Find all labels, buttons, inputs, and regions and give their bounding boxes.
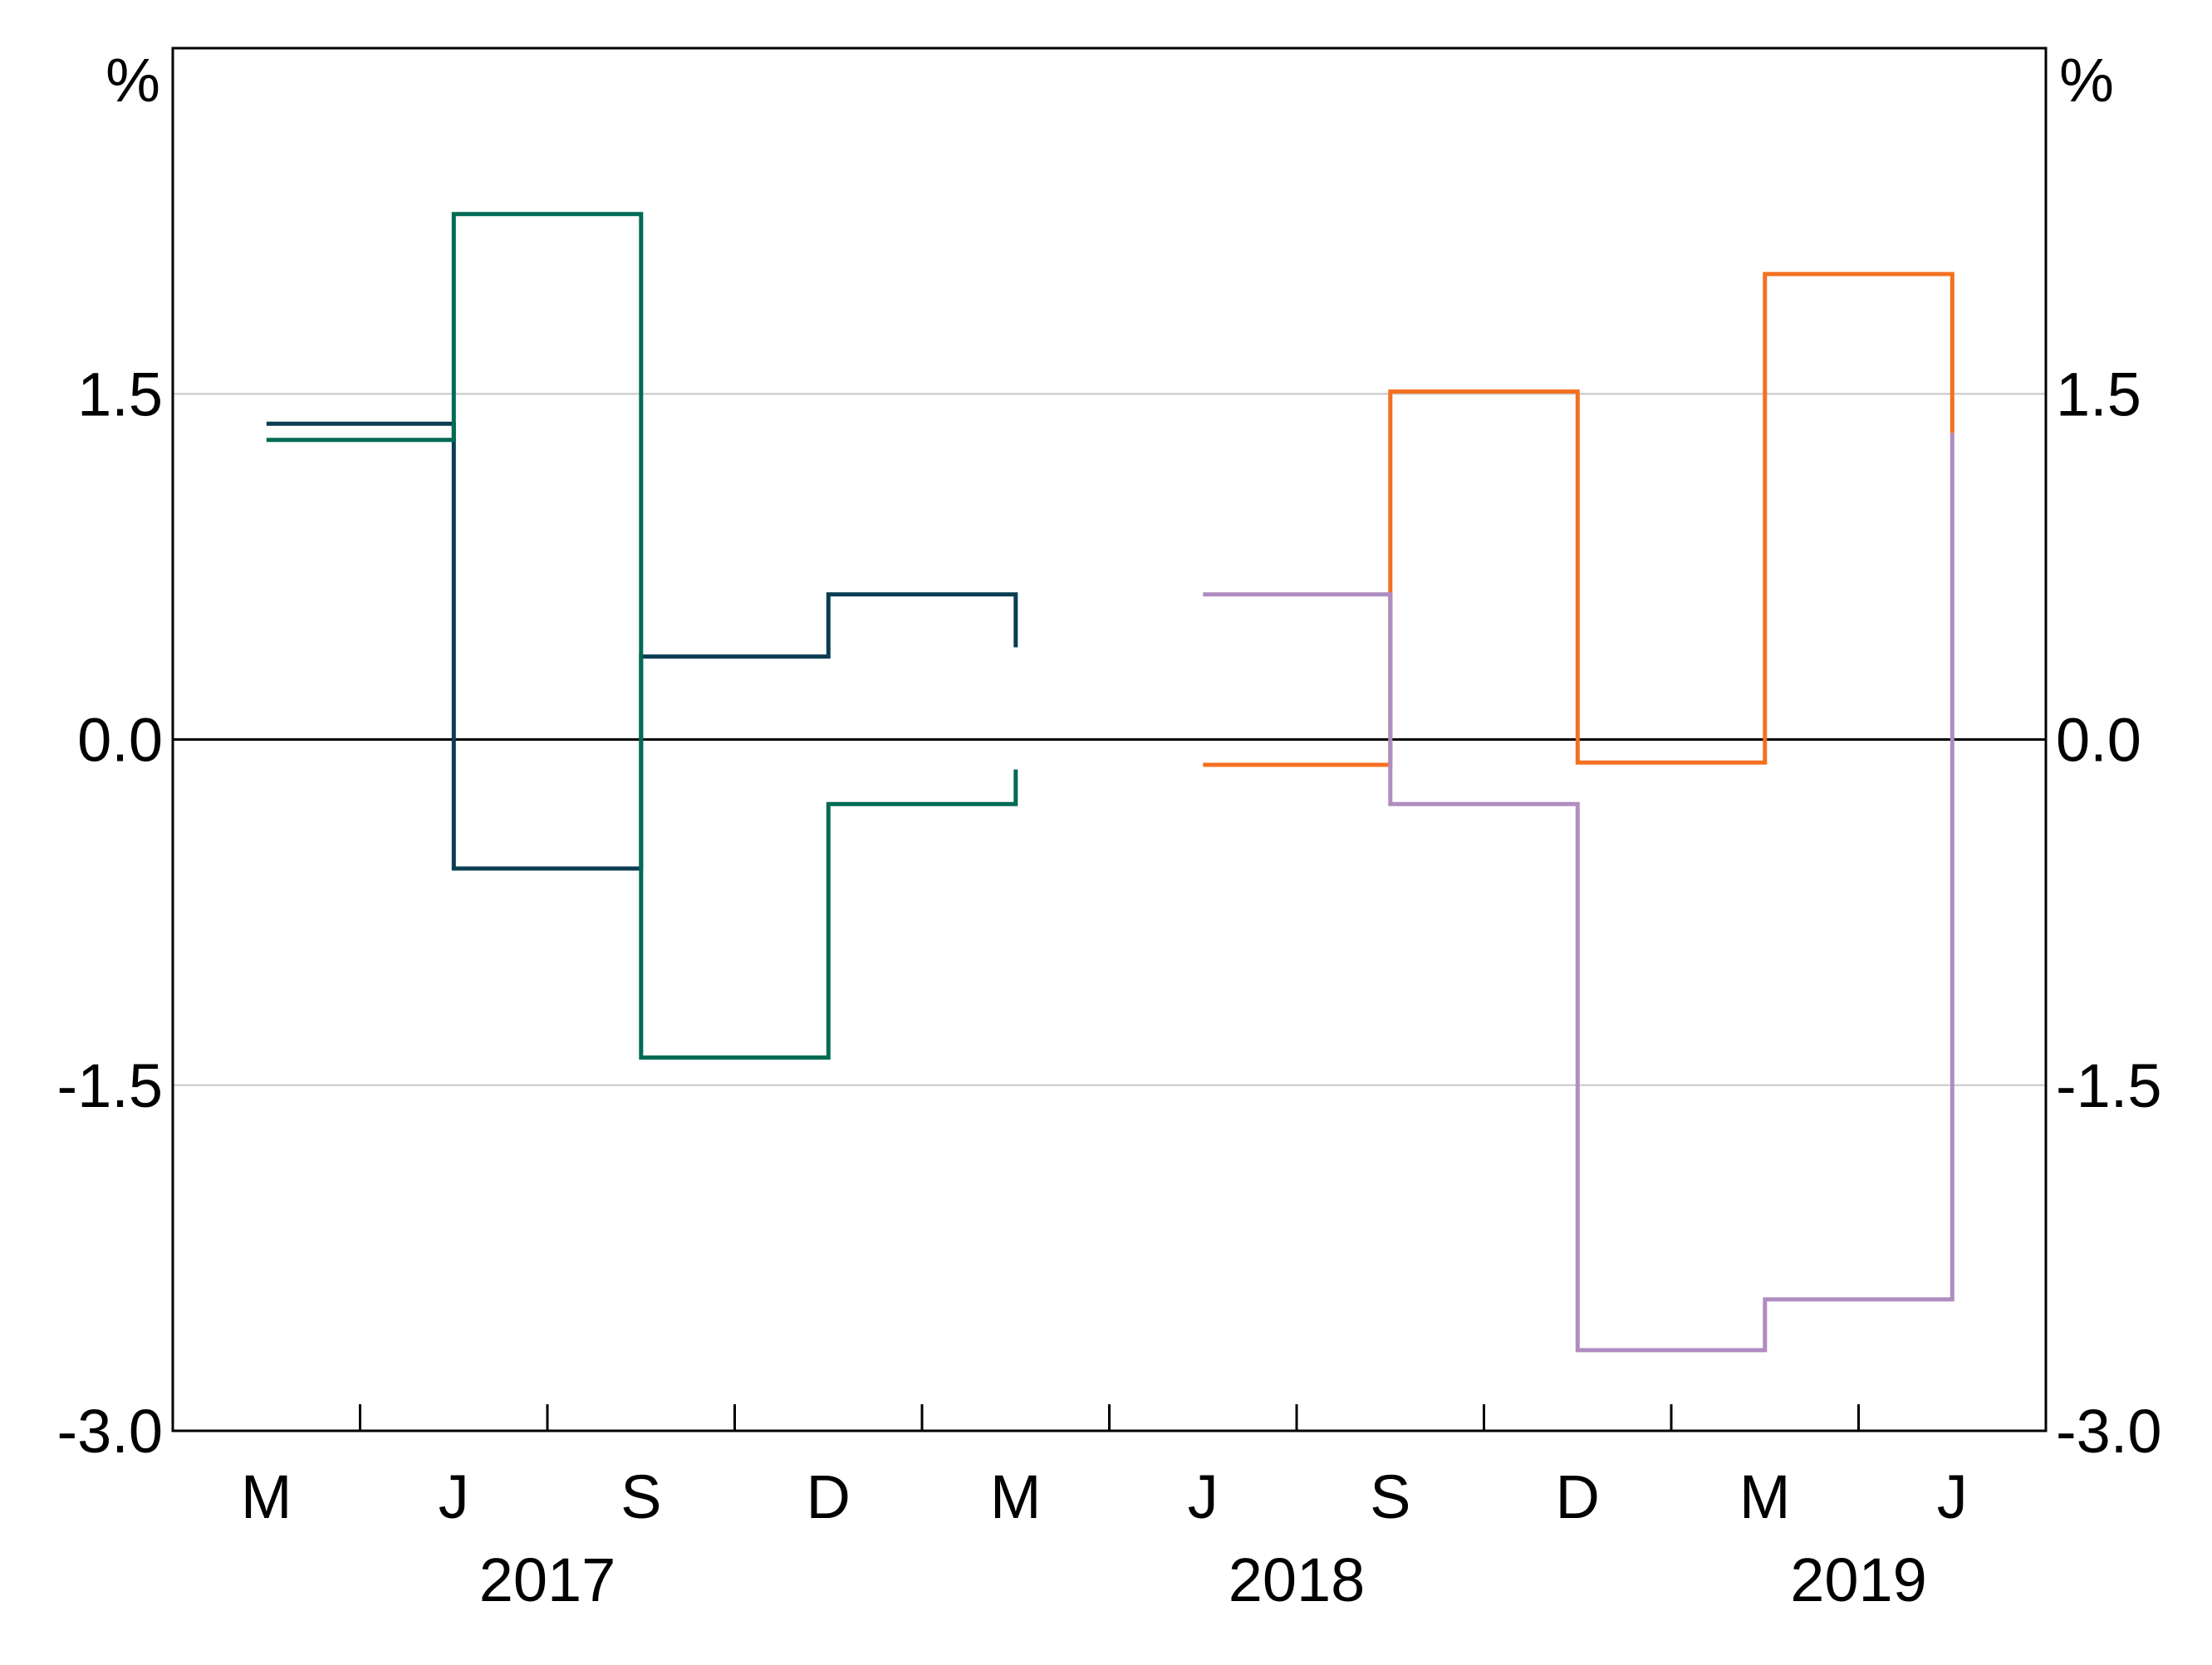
series-line-3 [1203, 272, 1955, 767]
y-tick-label-right: -1.5 [2056, 1051, 2162, 1120]
x-year-label: 2018 [1229, 1545, 1366, 1614]
x-tick-label: M [241, 1462, 292, 1531]
series-lines [266, 212, 1955, 1353]
y-tick-label-left: 0.0 [77, 706, 163, 775]
x-tick-label: D [1556, 1462, 1600, 1531]
x-tick-label: J [439, 1462, 469, 1531]
x-year-label: 2019 [1790, 1545, 1927, 1614]
y-tick-label-left: -3.0 [56, 1397, 163, 1466]
x-tick-label: S [1370, 1462, 1410, 1531]
x-ticks [359, 1404, 1860, 1431]
y-tick-label-right: 0.0 [2056, 706, 2141, 775]
x-tick-label: D [807, 1462, 851, 1531]
x-tick-label: M [990, 1462, 1042, 1531]
y-tick-labels: -3.0 -3.0 -1.5 -1.5 0.0 0.0 1.5 1.5 [56, 360, 2161, 1466]
x-tick-label: S [620, 1462, 661, 1531]
series-line-2 [266, 212, 1018, 1060]
y-unit-right: % [2059, 46, 2114, 115]
x-year-labels: 2017 2018 2019 [479, 1545, 1927, 1614]
grid-lines [173, 393, 2046, 1086]
x-tick-label: M [1739, 1462, 1791, 1531]
y-tick-label-left: 1.5 [77, 360, 163, 428]
x-tick-label: J [1188, 1462, 1219, 1531]
y-tick-label-right: 1.5 [2056, 360, 2141, 428]
y-tick-label-right: -3.0 [2056, 1397, 2162, 1466]
series-line-4 [1203, 433, 1955, 1353]
x-year-label: 2017 [479, 1545, 616, 1614]
y-unit-left: % [105, 46, 160, 115]
y-tick-label-left: -1.5 [56, 1051, 163, 1120]
x-tick-label: J [1937, 1462, 1968, 1531]
